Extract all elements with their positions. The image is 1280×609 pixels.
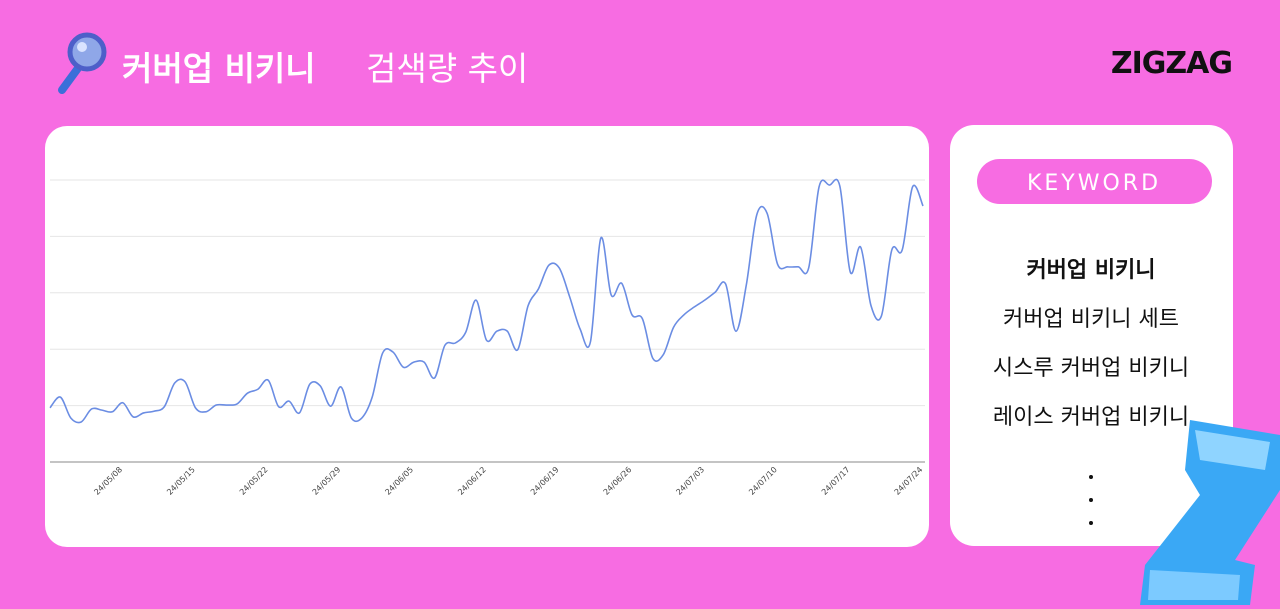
z-decoration — [1140, 420, 1280, 605]
keyword-card — [950, 125, 1233, 546]
keyword-item: 커버업 비키니 세트 — [1003, 307, 1179, 332]
ellipsis-dot — [1089, 475, 1093, 479]
keyword-item: 시스루 커버업 비키니 — [993, 356, 1189, 381]
title-rest: 검색량 추이 — [366, 49, 528, 88]
magnifier-icon — [58, 32, 107, 94]
keyword-label: KEYWORD — [1027, 171, 1161, 196]
title-bold: 커버업 비키니 — [122, 49, 316, 88]
line-series — [49, 178, 924, 424]
keyword-item: 레이스 커버업 비키니 — [993, 405, 1189, 430]
ellipsis-dot — [1089, 521, 1093, 525]
keyword-pill — [977, 159, 1212, 204]
logo: ZIGZAG — [1111, 46, 1232, 81]
chart-card — [45, 126, 929, 547]
ellipsis-dot — [1089, 498, 1093, 502]
keyword-item: 커버업 비키니 — [1026, 258, 1155, 283]
